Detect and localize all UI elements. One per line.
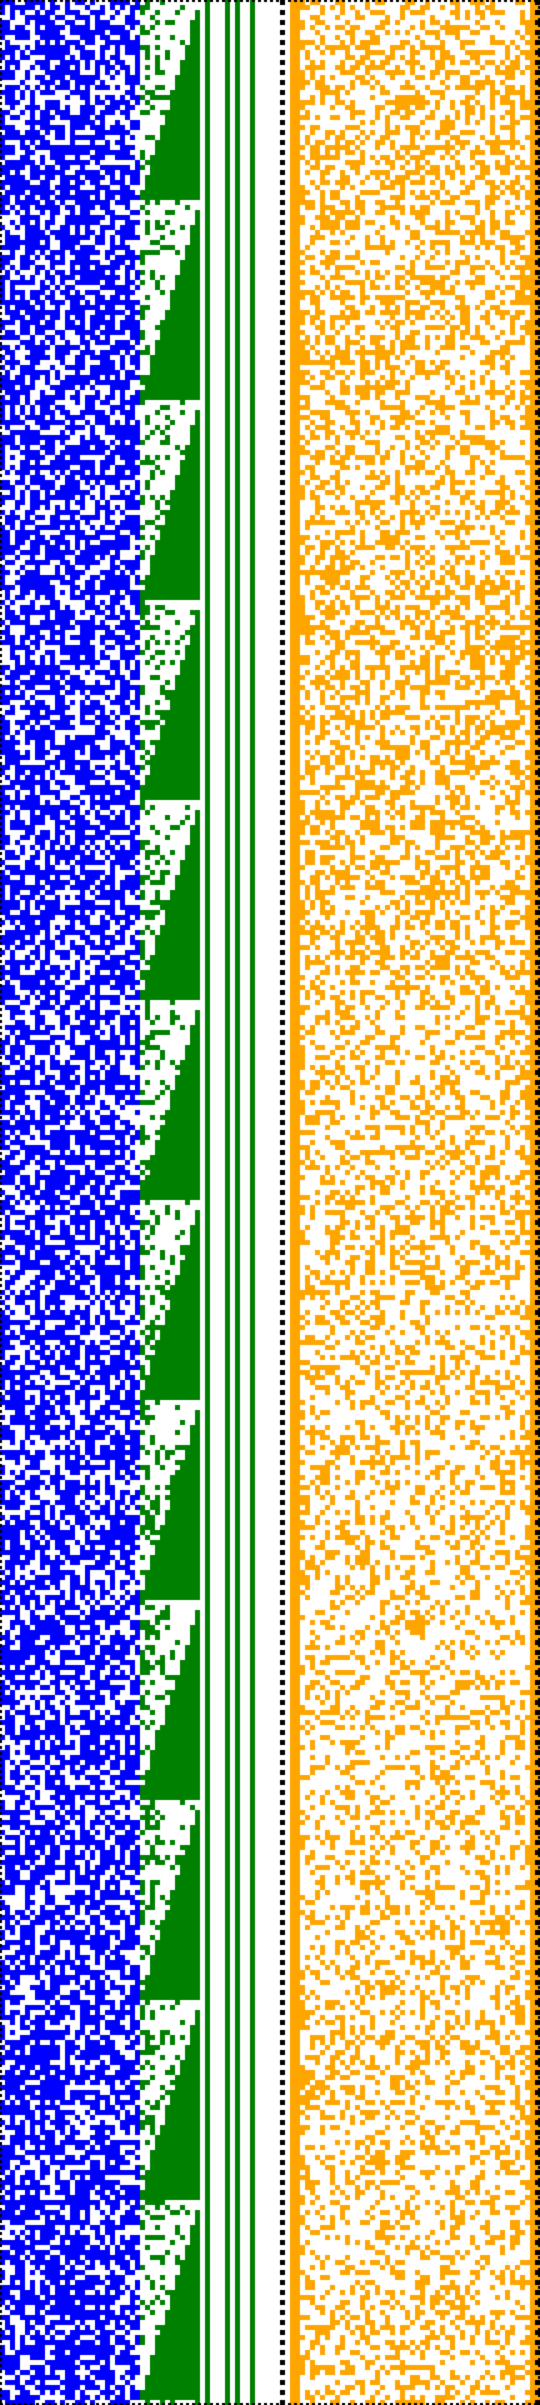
matrix-heatmap — [0, 0, 540, 2405]
